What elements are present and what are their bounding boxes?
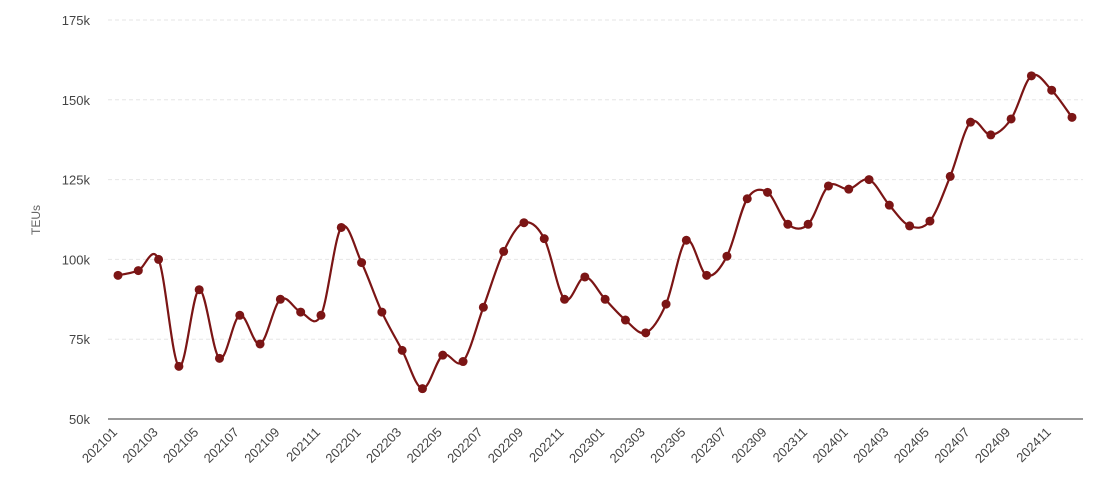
x-tick-label: 202405 xyxy=(891,425,932,466)
data-point[interactable] xyxy=(864,175,874,185)
data-point[interactable] xyxy=(620,315,630,325)
data-point[interactable] xyxy=(1047,85,1057,95)
data-point[interactable] xyxy=(803,219,813,229)
y-tick-label: 75k xyxy=(69,332,90,347)
x-tick-label: 202303 xyxy=(607,425,648,466)
data-point[interactable] xyxy=(235,310,245,320)
data-point[interactable] xyxy=(458,357,468,367)
data-point[interactable] xyxy=(397,345,407,355)
y-tick-label: 100k xyxy=(62,252,91,267)
data-point[interactable] xyxy=(925,216,935,226)
data-point[interactable] xyxy=(945,171,955,181)
data-point[interactable] xyxy=(681,235,691,245)
x-tick-label: 202411 xyxy=(1013,425,1054,466)
x-tick-label: 202209 xyxy=(485,425,526,466)
y-axis-title: TEUs xyxy=(29,205,43,235)
x-tick-label: 202211 xyxy=(526,425,567,466)
data-point[interactable] xyxy=(478,302,488,312)
data-point[interactable] xyxy=(905,221,915,231)
data-point[interactable] xyxy=(316,310,326,320)
data-point[interactable] xyxy=(722,251,732,261)
data-point[interactable] xyxy=(1026,71,1036,81)
x-tick-label: 202309 xyxy=(728,425,769,466)
data-point[interactable] xyxy=(539,234,549,244)
y-axis-tick-labels: 50k 75k 100k 125k 150k 175k xyxy=(62,13,91,427)
data-point[interactable] xyxy=(499,246,509,256)
gridlines xyxy=(108,19,1083,340)
y-tick-label: 150k xyxy=(62,93,91,108)
y-tick-label: 175k xyxy=(62,13,91,28)
data-point[interactable] xyxy=(560,294,570,304)
data-point[interactable] xyxy=(255,339,265,349)
x-tick-label: 202109 xyxy=(241,425,282,466)
data-point[interactable] xyxy=(1006,114,1016,124)
data-point[interactable] xyxy=(661,299,671,309)
data-point[interactable] xyxy=(763,187,773,197)
x-tick-label: 202403 xyxy=(850,425,891,466)
data-point[interactable] xyxy=(702,270,712,280)
data-point[interactable] xyxy=(377,307,387,317)
data-point[interactable] xyxy=(844,184,854,194)
y-tick-label: 125k xyxy=(62,173,91,188)
data-point[interactable] xyxy=(154,254,164,264)
data-point[interactable] xyxy=(986,130,996,140)
data-point[interactable] xyxy=(580,272,590,282)
x-tick-label: 202203 xyxy=(363,425,404,466)
x-axis-tick-labels: 202101 202103 202105 202107 202109 202111 2022… xyxy=(79,425,1054,466)
x-tick-label: 202103 xyxy=(119,425,160,466)
data-point[interactable] xyxy=(133,266,143,276)
x-tick-label: 202107 xyxy=(201,425,242,466)
x-tick-label: 202301 xyxy=(566,425,607,466)
y-tick-label: 50k xyxy=(69,412,90,427)
data-point[interactable] xyxy=(214,353,224,363)
x-tick-label: 202307 xyxy=(688,425,729,466)
data-point[interactable] xyxy=(357,258,367,268)
data-point[interactable] xyxy=(966,117,976,127)
x-tick-label: 202101 xyxy=(79,425,120,466)
data-point[interactable] xyxy=(113,270,123,280)
data-point[interactable] xyxy=(519,218,529,228)
data-point[interactable] xyxy=(275,294,285,304)
data-point[interactable] xyxy=(641,328,651,338)
x-tick-label: 202105 xyxy=(160,425,201,466)
data-point[interactable] xyxy=(194,285,204,295)
x-tick-label: 202111 xyxy=(283,425,323,465)
data-point[interactable] xyxy=(336,222,346,232)
data-point[interactable] xyxy=(600,294,610,304)
x-tick-label: 202401 xyxy=(810,425,851,466)
data-point[interactable] xyxy=(438,350,448,360)
data-point[interactable] xyxy=(783,219,793,229)
x-tick-label: 202305 xyxy=(647,425,688,466)
data-point[interactable] xyxy=(1067,112,1077,122)
x-tick-label: 202207 xyxy=(444,425,485,466)
x-tick-label: 202409 xyxy=(972,425,1013,466)
data-point[interactable] xyxy=(823,181,833,191)
x-tick-label: 202311 xyxy=(770,425,811,466)
data-point[interactable] xyxy=(884,200,894,210)
data-point[interactable] xyxy=(174,361,184,371)
data-point[interactable] xyxy=(417,384,427,394)
x-tick-label: 202205 xyxy=(404,425,445,466)
data-point[interactable] xyxy=(296,307,306,317)
data-point[interactable] xyxy=(742,194,752,204)
x-tick-label: 202201 xyxy=(322,425,363,466)
x-tick-label: 202407 xyxy=(931,425,972,466)
series-points xyxy=(113,71,1077,394)
